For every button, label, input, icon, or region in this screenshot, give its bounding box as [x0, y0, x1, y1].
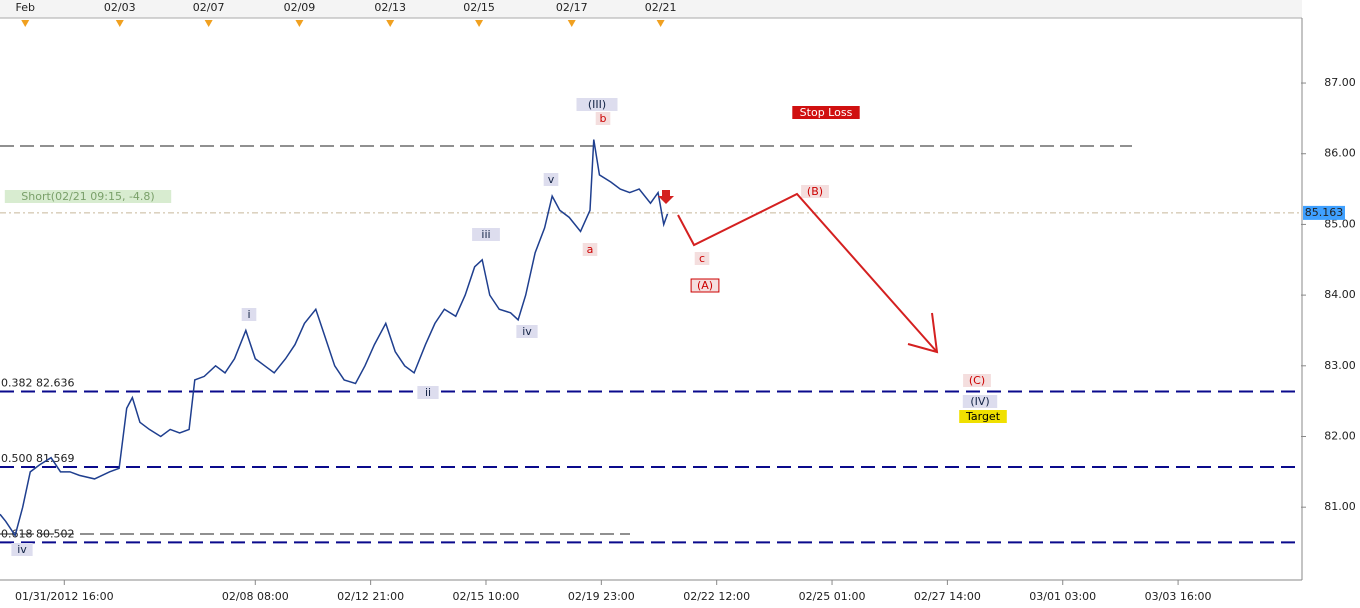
annotation: c [699, 252, 705, 265]
annotation: (C) [969, 374, 985, 387]
top-tick-marker [656, 20, 665, 27]
y-tick-label: 81.00 [1324, 500, 1356, 513]
top-tick-label: 02/13 [374, 1, 406, 14]
fib-level-label: 0.382 82.636 [1, 377, 74, 390]
top-tick-label: Feb [15, 1, 34, 14]
top-tick-label: 02/15 [463, 1, 495, 14]
annotation-box [582, 243, 598, 256]
top-tick-label: 02/07 [193, 1, 225, 14]
x-tick-label: 02/27 14:00 [914, 590, 981, 603]
top-tick-marker [115, 20, 124, 27]
annotation-box [4, 190, 172, 203]
annotation: (III) [588, 98, 606, 111]
annotation: (IV) [970, 395, 989, 408]
x-tick-label: 03/03 16:00 [1145, 590, 1212, 603]
annotation-box [962, 395, 998, 408]
fib-level-label: 0.500 81.569 [1, 452, 74, 465]
price-line [0, 139, 669, 538]
top-tick-marker [295, 20, 304, 27]
top-tick-label: 02/09 [284, 1, 316, 14]
x-tick-label: 02/08 08:00 [222, 590, 289, 603]
annotation-box [690, 278, 720, 293]
x-tick-label: 02/12 21:00 [337, 590, 404, 603]
annotation: Target [965, 410, 1001, 423]
annotation-box [959, 410, 1007, 423]
y-tick-label: 84.00 [1324, 288, 1356, 301]
y-tick-label: 82.00 [1324, 429, 1356, 442]
top-tick-label: 02/17 [556, 1, 588, 14]
top-tick-marker [386, 20, 395, 27]
x-tick-label: 01/31/2012 16:00 [15, 590, 114, 603]
annotation: ii [425, 386, 431, 399]
y-tick-label: 86.00 [1324, 147, 1356, 160]
top-tick-label: 02/21 [645, 1, 677, 14]
annotation-box [11, 543, 33, 556]
x-tick-label: 02/22 12:00 [683, 590, 750, 603]
y-tick-label: 83.00 [1324, 359, 1356, 372]
annotation: (A) [697, 279, 713, 292]
annotation-box [595, 112, 611, 125]
short-arrow [658, 190, 674, 204]
annotation: iv [17, 543, 27, 556]
annotation: iii [481, 228, 490, 241]
annotation: b [600, 112, 607, 125]
annotation: i [247, 308, 250, 321]
annotation-box [516, 325, 538, 338]
projection-arrowhead [907, 312, 939, 354]
annotation-box [694, 252, 710, 265]
x-tick-label: 03/01 03:00 [1029, 590, 1096, 603]
top-tick-label: 02/03 [104, 1, 136, 14]
top-tick-marker [475, 20, 484, 27]
annotation-box [963, 374, 991, 387]
annotation-box [241, 308, 257, 321]
current-price-box [1303, 205, 1345, 220]
top-tick-marker [21, 20, 30, 27]
annotation: (B) [807, 185, 823, 198]
projection-path [677, 192, 938, 353]
annotation-box [417, 386, 439, 399]
annotation-box [472, 228, 500, 241]
x-tick-label: 02/25 01:00 [799, 590, 866, 603]
annotation: iv [522, 325, 532, 338]
annotation: a [587, 243, 594, 256]
annotation-box [801, 185, 829, 198]
annotation: v [548, 173, 555, 186]
current-price-label: 85.163 [1305, 206, 1344, 219]
annotation-box [576, 98, 618, 111]
fib-level-label: 0.618 80.502 [1, 527, 74, 540]
top-tick-marker [204, 20, 213, 27]
annotation: Short(02/21 09:15, -4.8) [21, 190, 154, 203]
annotation-box [543, 173, 559, 186]
annotation: Stop Loss [800, 106, 853, 119]
y-tick-label: 85.00 [1324, 217, 1356, 230]
x-tick-label: 02/15 10:00 [453, 590, 520, 603]
y-tick-label: 87.00 [1324, 76, 1356, 89]
top-axis-band [0, 0, 1302, 18]
annotation-box [792, 106, 860, 119]
top-tick-marker [567, 20, 576, 27]
x-tick-label: 02/19 23:00 [568, 590, 635, 603]
